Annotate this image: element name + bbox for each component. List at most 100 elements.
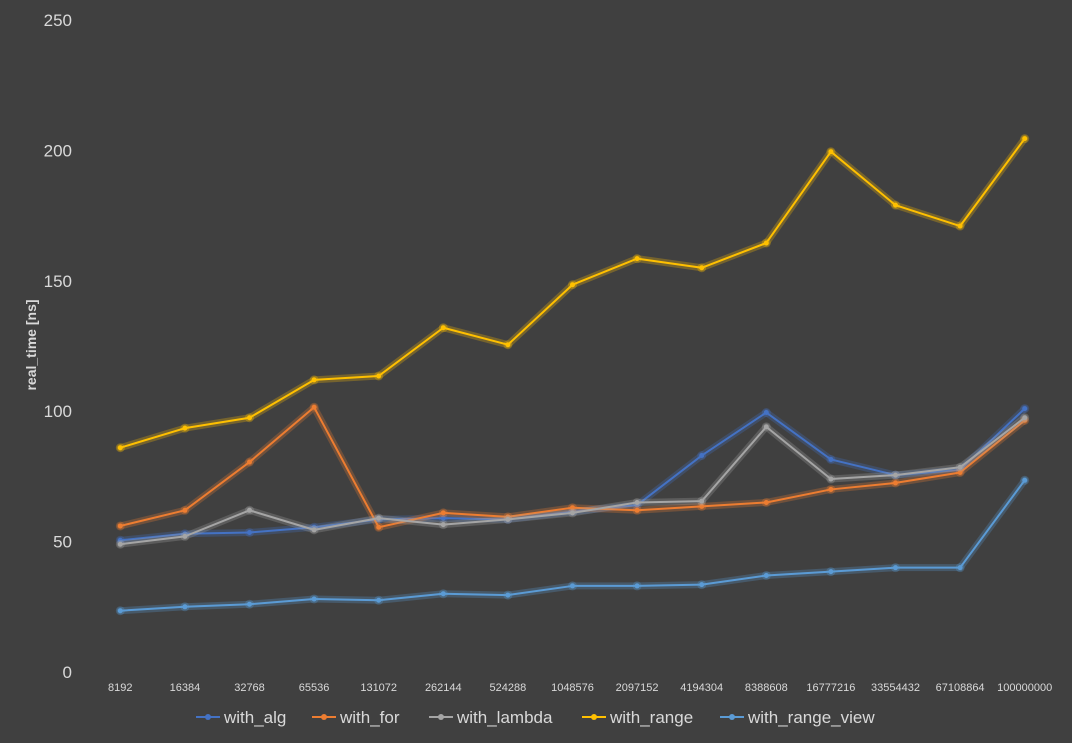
data-point [311,596,317,602]
data-point [828,486,834,492]
data-point [1022,406,1028,412]
data-point [505,516,511,522]
x-tick-label: 33554432 [871,682,920,694]
x-tick-label: 524288 [490,682,527,694]
data-point [117,523,123,529]
series-with_lambda [115,413,1030,549]
series-with_for [115,402,1030,532]
data-point [699,453,705,459]
legend-label: with_lambda [456,708,553,727]
x-tick-label: 1048576 [551,682,594,694]
data-point [763,573,769,579]
legend-item-with_lambda: with_lambda [429,708,553,727]
data-point [247,507,252,513]
data-point [311,377,317,383]
data-point [440,522,446,528]
legend-marker [321,714,327,720]
y-tick-label: 100 [44,402,72,421]
x-tick-label: 8388608 [745,682,788,694]
legend-item-with_for: with_for [312,708,400,727]
legend-label: with_for [339,708,400,727]
y-tick-label: 150 [44,272,72,291]
data-point [376,373,382,379]
legend-item-with_range: with_range [582,708,693,727]
legend-label: with_range [609,708,693,727]
series-layer [115,134,1030,616]
data-point [182,604,188,610]
y-tick-label: 0 [63,663,72,682]
data-point [440,510,446,516]
data-point [440,591,446,597]
data-point [570,282,575,288]
series-with_range [115,134,1030,453]
data-point [247,601,252,607]
legend-item-with_alg: with_alg [196,708,286,727]
legend-marker [591,714,597,720]
data-point [440,325,446,331]
data-point [311,527,317,533]
legend-marker [729,714,735,720]
data-point [634,499,640,505]
x-tick-label: 2097152 [616,682,659,694]
x-axis-ticks: 8192 16384 32768 65536 131072 262144 524288 104… [108,682,1052,694]
legend-marker [205,714,211,720]
data-point [117,541,123,547]
data-point [570,505,575,511]
series-with_range_view [115,475,1030,616]
data-point [828,476,834,482]
data-point [699,503,705,509]
y-axis-title: real_time [ns] [23,299,39,390]
data-point [893,202,898,208]
data-point [570,510,575,516]
data-point [117,537,123,543]
x-tick-label: 4194304 [680,682,723,694]
data-point [247,459,252,465]
data-point [634,256,640,262]
data-point [1022,477,1028,483]
data-point [376,524,382,530]
y-tick-label: 50 [53,533,72,552]
x-tick-label: 8192 [108,682,132,694]
x-tick-label: 262144 [425,682,462,694]
data-point [957,469,963,475]
data-point [376,515,382,521]
data-point [699,265,705,271]
data-point [893,472,898,478]
data-point [828,149,834,155]
x-tick-label: 131072 [360,682,397,694]
data-point [763,424,769,430]
data-point [311,404,317,410]
data-point [763,410,769,416]
legend-label: with_alg [223,708,286,727]
x-tick-label: 65536 [299,682,330,694]
data-point [247,415,252,421]
data-point [634,507,640,513]
data-point [763,499,769,505]
data-point [699,582,705,588]
data-point [763,240,769,246]
data-point [1022,415,1028,421]
data-point [957,565,963,571]
data-point [505,342,511,348]
data-point [957,223,963,229]
data-point [247,529,252,535]
data-point [376,597,382,603]
data-point [1022,136,1028,142]
data-point [570,583,575,589]
data-point [182,533,188,539]
x-tick-label: 67108864 [936,682,985,694]
data-point [182,425,188,431]
legend-label: with_range_view [747,708,875,727]
data-point [117,608,123,614]
data-point [182,507,188,513]
y-tick-label: 200 [44,141,72,160]
data-point [634,583,640,589]
data-point [957,464,963,470]
legend-marker [438,714,444,720]
data-point [828,456,834,462]
data-point [893,565,898,571]
data-point [893,480,898,486]
